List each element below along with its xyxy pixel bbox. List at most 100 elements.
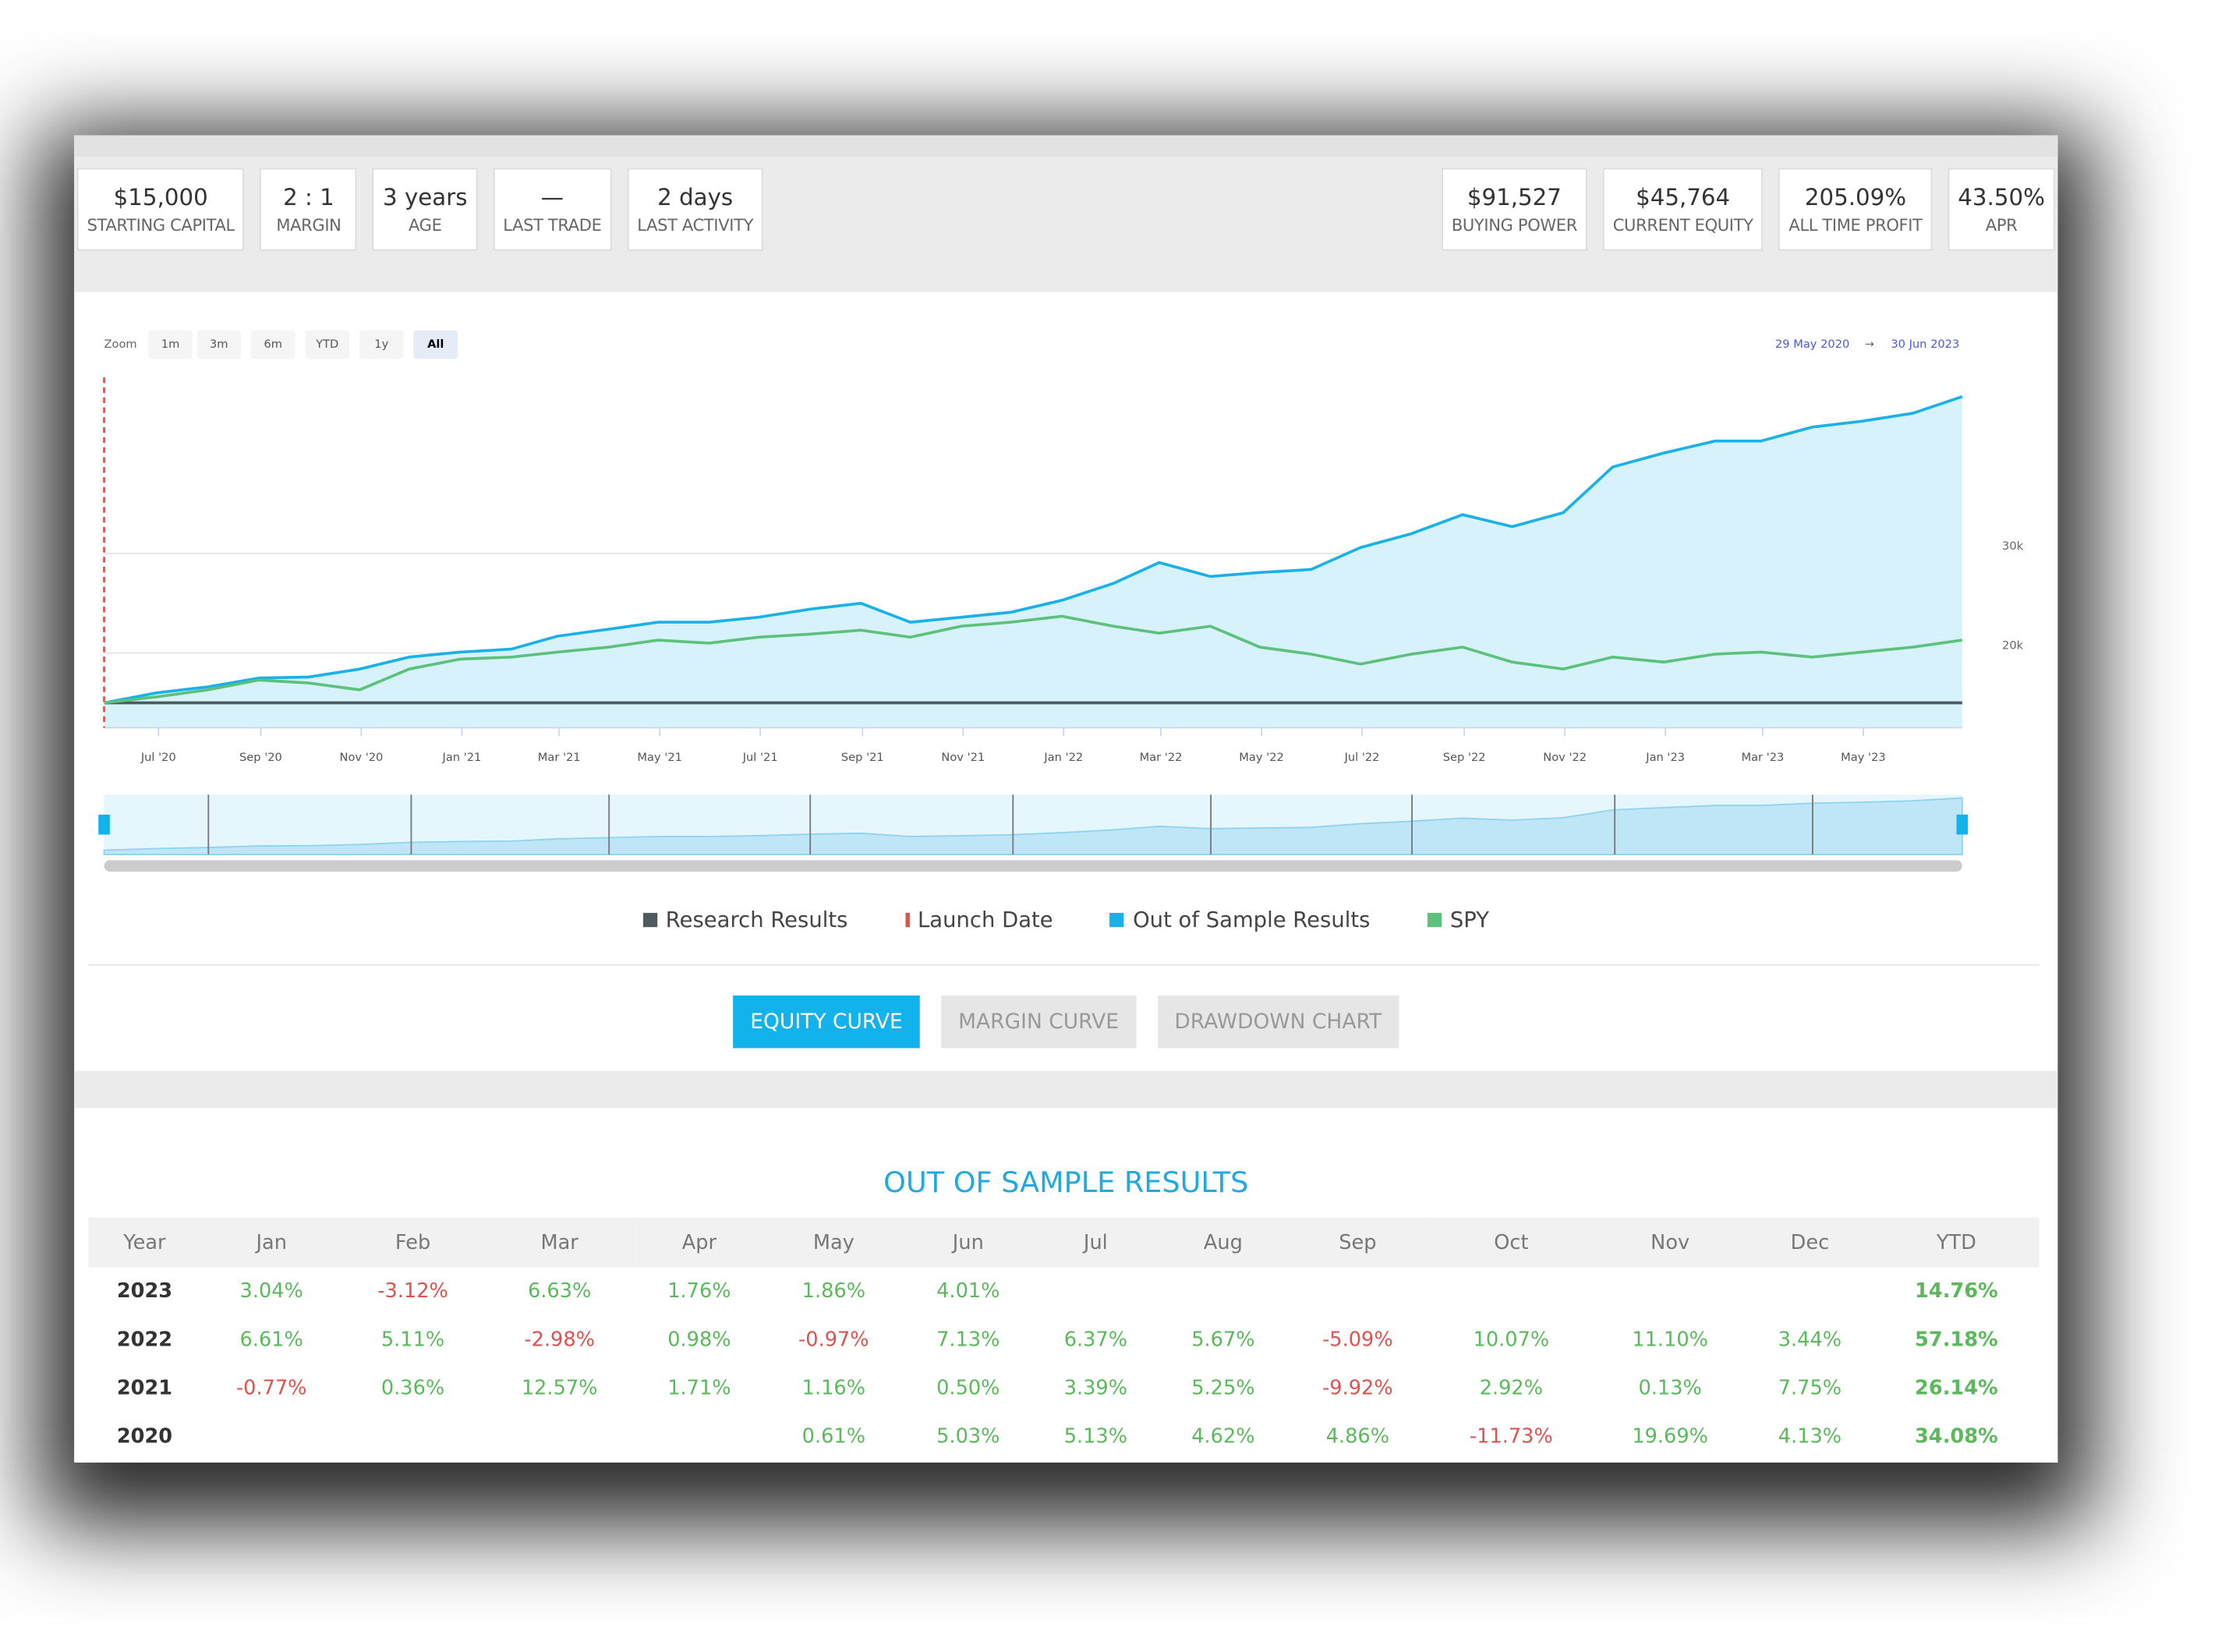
table-cell: 5.25% bbox=[1191, 1377, 1255, 1400]
tab-button[interactable]: EQUITY CURVE bbox=[733, 995, 920, 1049]
table-cell bbox=[342, 1413, 483, 1461]
x-tick-label: Nov '21 bbox=[941, 751, 985, 764]
table-cell: 4.13% bbox=[1778, 1425, 1842, 1449]
table-cell: 6.61% bbox=[239, 1328, 303, 1352]
stat-card: $15,000 STARTING CAPITAL bbox=[76, 168, 245, 251]
range-from: 29 May 2020 bbox=[1775, 338, 1849, 351]
zoom-button-label[interactable]: 6m bbox=[264, 338, 282, 351]
legend-item[interactable]: Launch Date bbox=[904, 907, 1053, 933]
navigator-handle-left[interactable] bbox=[98, 814, 110, 835]
x-tick-label: Nov '20 bbox=[340, 751, 384, 764]
results-table: Year Jan Feb Mar Apr May Jun Jul Aug Sep Oct Nov Dec… bbox=[88, 1217, 2040, 1461]
table-title: OUT OF SAMPLE RESULTS bbox=[883, 1165, 1249, 1200]
stat-card: 3 years AGE bbox=[373, 168, 478, 251]
tab-button[interactable]: DRAWDOWN CHART bbox=[1157, 995, 1399, 1049]
zoom-button-label[interactable]: YTD bbox=[315, 338, 338, 351]
legend-label: Launch Date bbox=[918, 907, 1053, 933]
stats-left: $15,000 STARTING CAPITAL 2 : 1 MARGIN 3 year… bbox=[76, 168, 763, 251]
stat-card: $45,764 CURRENT EQUITY bbox=[1602, 168, 1764, 251]
zoom-button-label[interactable]: 1y bbox=[374, 338, 388, 351]
table-row: 2020 0.61% 5.03% 5.13% 4.62% 4.86% -11.73% 19.6… bbox=[88, 1413, 2039, 1461]
stat-value: — bbox=[540, 183, 564, 211]
table-cell: 2022 bbox=[116, 1328, 173, 1352]
table-cell: 4.86% bbox=[1325, 1425, 1390, 1449]
legend-item[interactable]: Research Results bbox=[642, 907, 847, 933]
header-cell: Mar bbox=[483, 1217, 636, 1268]
stat-value: 2 : 1 bbox=[283, 183, 334, 211]
stat-value: 2 days bbox=[657, 183, 734, 211]
header-cell: May bbox=[762, 1217, 905, 1268]
table-cell: 3.39% bbox=[1063, 1377, 1128, 1400]
zoom-button[interactable] bbox=[196, 330, 242, 359]
stat-label: LAST TRADE bbox=[503, 214, 602, 235]
zoom-button[interactable] bbox=[305, 330, 350, 359]
zoom-button-label[interactable]: 3m bbox=[210, 338, 228, 351]
table-cell bbox=[483, 1413, 635, 1461]
table-cell: 57.18% bbox=[1915, 1328, 1998, 1352]
table-cell: 1.16% bbox=[801, 1377, 866, 1400]
header-cell: Year bbox=[88, 1217, 201, 1268]
zoom-button[interactable] bbox=[359, 330, 404, 359]
table-cell: 7.75% bbox=[1778, 1377, 1842, 1400]
navigator-handle-right[interactable] bbox=[1956, 814, 1969, 835]
chart-tabs: EQUITY CURVE MARGIN CURVE DRAWDOWN CHART bbox=[74, 995, 2057, 1049]
table-cell: -0.77% bbox=[235, 1377, 307, 1400]
table-cell: -5.09% bbox=[1322, 1328, 1393, 1352]
header-cell: Feb bbox=[341, 1217, 484, 1268]
table-cell bbox=[1287, 1268, 1428, 1316]
tab-button[interactable]: MARGIN CURVE bbox=[941, 995, 1137, 1049]
x-tick-label: May '23 bbox=[1841, 751, 1885, 764]
zoom-button-label[interactable]: All bbox=[427, 338, 444, 351]
table-cell: 1.71% bbox=[667, 1377, 731, 1400]
table-cell: 4.01% bbox=[936, 1280, 1000, 1304]
legend-item[interactable]: SPY bbox=[1427, 907, 1489, 933]
stat-value: $45,764 bbox=[1636, 183, 1731, 211]
stat-label: APR bbox=[1985, 214, 2018, 235]
table-cell bbox=[635, 1413, 763, 1461]
stat-label: MARGIN bbox=[276, 214, 341, 235]
range-to: 30 Jun 2023 bbox=[1891, 338, 1959, 351]
table-cell: 2021 bbox=[116, 1377, 173, 1400]
table-cell: 11.10% bbox=[1632, 1328, 1708, 1352]
stat-label: BUYING POWER bbox=[1451, 214, 1578, 235]
x-tick-label: Jul '22 bbox=[1344, 751, 1380, 764]
table-cell: 5.03% bbox=[936, 1425, 1000, 1449]
stat-card: 2 days LAST ACTIVITY bbox=[627, 168, 763, 251]
x-tick-label: Mar '22 bbox=[1140, 751, 1183, 764]
table-cell: 34.08% bbox=[1915, 1425, 1998, 1449]
table-cell bbox=[201, 1413, 342, 1461]
table-cell bbox=[1594, 1268, 1746, 1316]
table-cell: 2020 bbox=[116, 1425, 173, 1449]
table-cell: 4.62% bbox=[1191, 1425, 1255, 1449]
zoom-button[interactable] bbox=[250, 330, 295, 359]
table-cell: 12.57% bbox=[521, 1377, 598, 1400]
table-cell: -11.73% bbox=[1469, 1425, 1553, 1449]
zoom-button[interactable] bbox=[148, 330, 193, 359]
table-cell: 0.98% bbox=[667, 1328, 731, 1352]
table-cell: 2.92% bbox=[1479, 1377, 1544, 1400]
table-cell bbox=[1428, 1268, 1594, 1316]
x-tick-label: Jul '20 bbox=[140, 751, 176, 764]
zoom-button[interactable] bbox=[413, 330, 458, 359]
legend-item[interactable]: Out of Sample Results bbox=[1109, 907, 1370, 933]
header-cell: Nov bbox=[1594, 1217, 1746, 1268]
x-tick-label: Jul '21 bbox=[742, 751, 778, 764]
zoom-button-label[interactable]: 1m bbox=[161, 338, 180, 351]
stat-label: STARTING CAPITAL bbox=[87, 214, 235, 235]
stat-label: CURRENT EQUITY bbox=[1612, 214, 1753, 235]
legend-swatch bbox=[1427, 912, 1442, 928]
table-cell: 0.13% bbox=[1638, 1377, 1702, 1400]
table-cell: 6.63% bbox=[527, 1280, 592, 1304]
header-cell: Apr bbox=[635, 1217, 763, 1268]
table-cell: 1.86% bbox=[801, 1280, 866, 1304]
header-cell: Sep bbox=[1286, 1217, 1429, 1268]
header-cell: Jul bbox=[1031, 1217, 1160, 1268]
x-tick-label: Mar '23 bbox=[1742, 751, 1785, 764]
stat-card: 205.09% ALL TIME PROFIT bbox=[1778, 168, 1933, 251]
x-tick-label: Jan '21 bbox=[442, 751, 482, 764]
series-line bbox=[104, 395, 1963, 705]
scrollbar[interactable] bbox=[104, 860, 1962, 872]
table-cell bbox=[1746, 1268, 1874, 1316]
legend-label: SPY bbox=[1449, 907, 1489, 933]
